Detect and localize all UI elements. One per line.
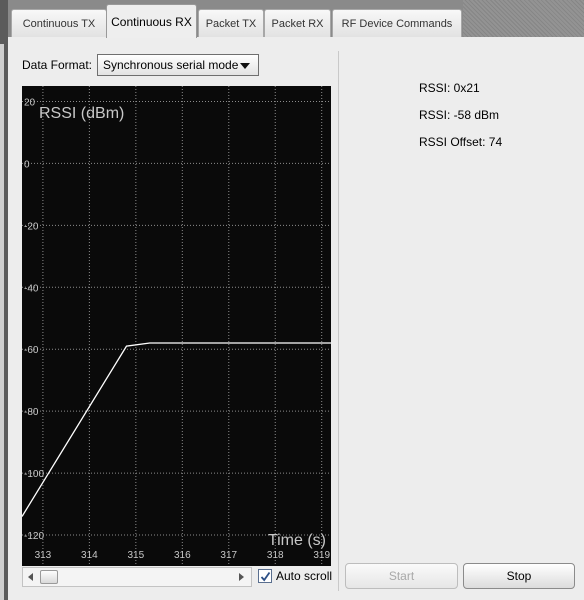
continuous-rx-panel: Data Format: Synchronous serial mode 20 0… — [8, 37, 584, 600]
y-tick-label: 0 — [24, 159, 30, 170]
rssi-hex-readout: RSSI: 0x21 — [419, 81, 480, 95]
auto-scroll-checkbox-row[interactable]: Auto scroll — [258, 569, 332, 583]
x-tick-label: 316 — [174, 550, 191, 561]
tab-rf-device-commands[interactable]: RF Device Commands — [332, 9, 462, 37]
x-tick-label: 319 — [313, 550, 330, 561]
x-tick-label: 314 — [81, 550, 98, 561]
x-tick-labels: 313 314 315 316 317 318 319 — [35, 550, 331, 561]
tab-bar: Continuous TX Continuous RX Packet TX Pa… — [8, 0, 584, 38]
y-tick-label: -60 — [24, 345, 39, 356]
auto-scroll-label: Auto scroll — [276, 569, 333, 583]
rssi-dbm-readout: RSSI: -58 dBm — [419, 108, 500, 122]
auto-scroll-checkbox[interactable] — [258, 569, 272, 583]
y-tick-label: -40 — [24, 283, 39, 294]
checkmark-icon — [260, 571, 270, 581]
scroll-right-icon[interactable] — [239, 573, 244, 581]
tab-continuous-tx[interactable]: Continuous TX — [11, 9, 107, 37]
data-format-value: Synchronous serial mode — [103, 58, 239, 72]
tab-packet-tx[interactable]: Packet TX — [198, 9, 264, 37]
tab-continuous-rx[interactable]: Continuous RX — [106, 4, 197, 38]
x-axis-label: Time (s) — [268, 532, 326, 549]
x-tick-label: 317 — [220, 550, 237, 561]
grid-lines — [22, 86, 331, 566]
plot-background — [22, 86, 331, 566]
start-button[interactable]: Start — [345, 563, 458, 589]
tab-packet-rx[interactable]: Packet RX — [264, 9, 331, 37]
scroll-left-icon[interactable] — [28, 573, 33, 581]
x-tick-label: 313 — [35, 550, 52, 561]
series-lines — [22, 342, 331, 517]
chart-title: RSSI (dBm) — [39, 105, 124, 122]
stop-button[interactable]: Stop — [463, 563, 575, 589]
data-format-label: Data Format: — [22, 58, 93, 72]
panel-divider — [338, 51, 339, 591]
x-tick-label: 315 — [127, 550, 144, 561]
y-tick-label: -120 — [24, 531, 44, 542]
chart-horizontal-scrollbar[interactable] — [22, 567, 252, 587]
data-format-select[interactable]: Synchronous serial mode — [97, 54, 259, 76]
window-left-edge — [0, 0, 8, 600]
scrollbar-thumb[interactable] — [40, 570, 58, 584]
y-tick-label: -100 — [24, 469, 44, 480]
rssi-series-line — [22, 342, 331, 517]
y-tick-label: -20 — [24, 221, 39, 232]
y-tick-labels: 20 0 -20 -40 -60 -80 -100 -120 — [24, 97, 44, 542]
y-tick-label: 20 — [24, 97, 36, 108]
y-tick-label: -80 — [24, 407, 39, 418]
rssi-chart: 200-20-40-60-80-100-120 313 314 315 316 317 3… — [22, 86, 331, 566]
chevron-down-icon — [240, 63, 250, 69]
x-tick-label: 318 — [267, 550, 284, 561]
rssi-offset-readout: RSSI Offset: 74 — [419, 135, 503, 149]
